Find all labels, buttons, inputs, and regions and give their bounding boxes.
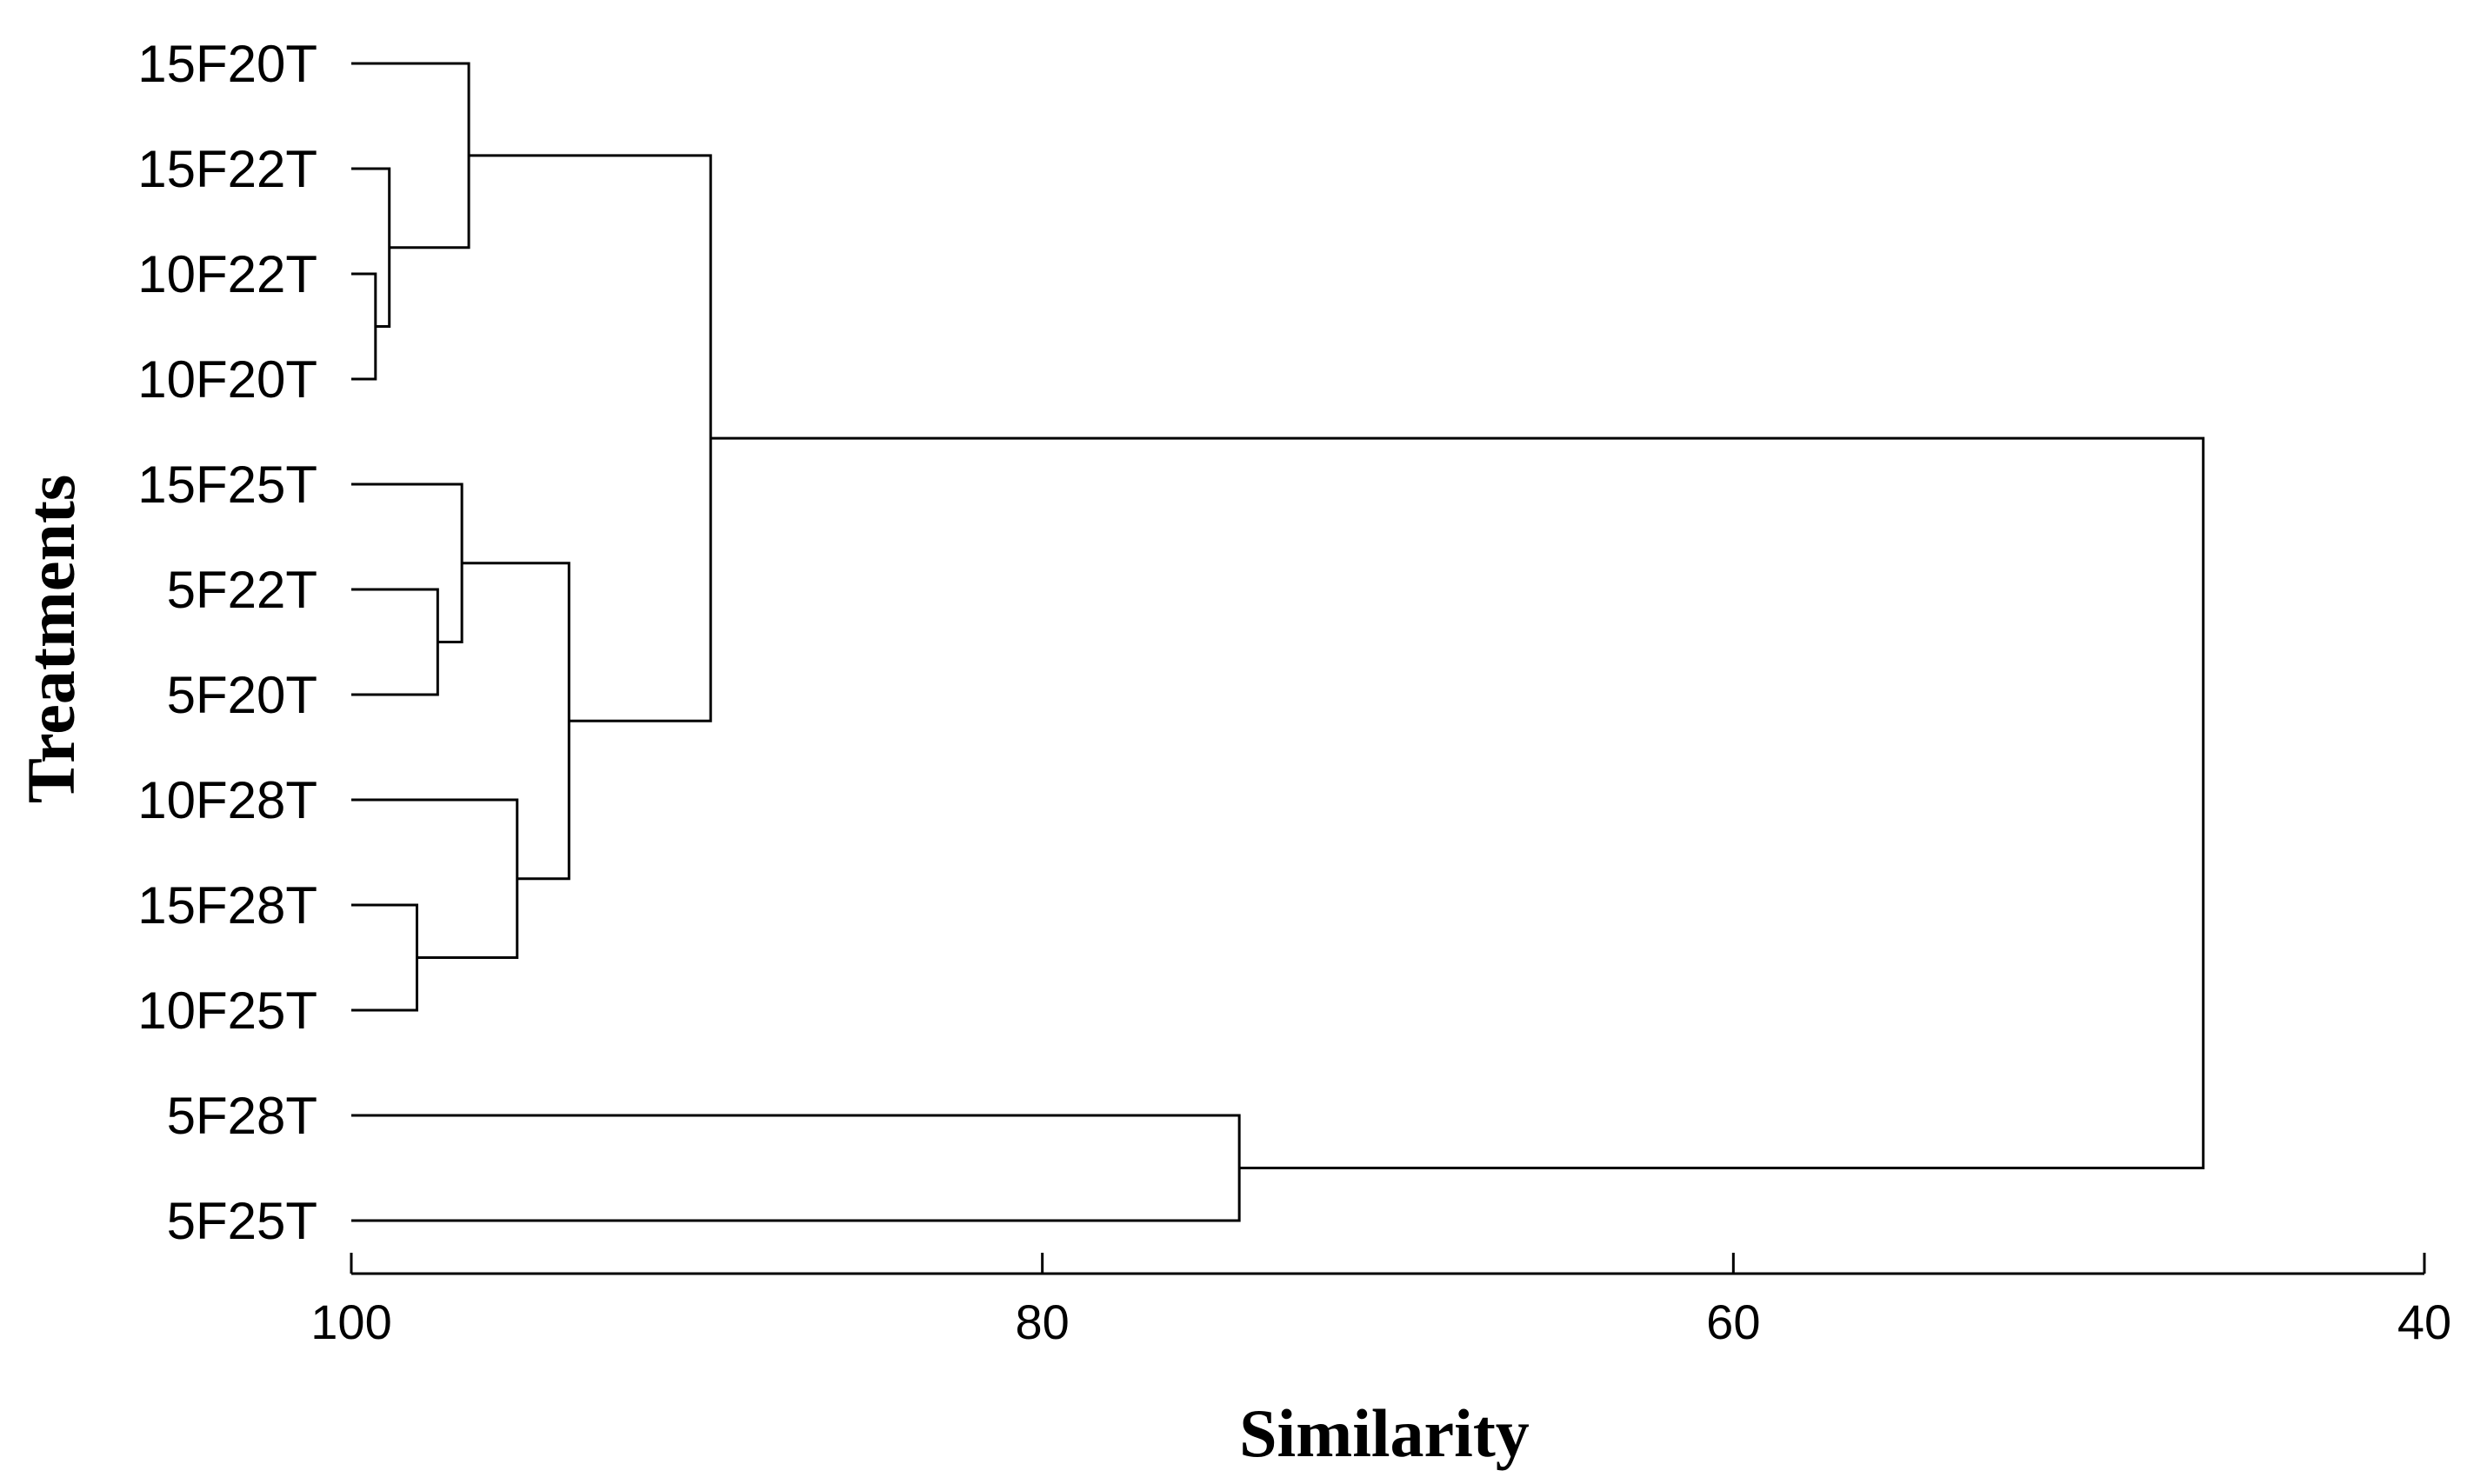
leaf-label: 15F28T (137, 876, 317, 935)
leaf-labels: 15F20T 15F22T 10F22T 10F20T 15F25T 5F22T 5F20T… (137, 35, 317, 1250)
leaf-label: 5F20T (167, 666, 317, 724)
leaf-label: 15F25T (137, 456, 317, 514)
x-tick-label: 80 (1016, 1294, 1070, 1349)
leaf-label: 5F25T (167, 1192, 317, 1250)
x-ticks: 100 80 60 40 (310, 1253, 2451, 1349)
dendrogram-link (469, 154, 712, 722)
x-tick-label: 40 (2397, 1294, 2451, 1349)
leaf-label: 5F28T (167, 1087, 317, 1145)
dendrogram-link (351, 798, 519, 959)
dendrogram-link (710, 436, 2205, 1169)
leaf-label: 5F22T (167, 561, 317, 619)
dendrogram-link (462, 562, 570, 881)
leaf-label: 15F20T (137, 35, 317, 93)
dendrogram-link (351, 903, 418, 1012)
dendrogram-links (351, 62, 2205, 1222)
x-axis-title: Similarity (1239, 1395, 1530, 1471)
leaf-label: 15F22T (137, 140, 317, 198)
x-axis: 100 80 60 40 (310, 1253, 2451, 1349)
dendrogram-link (351, 482, 463, 643)
x-tick-label: 100 (310, 1294, 391, 1349)
dendrogram-link (351, 167, 391, 328)
dendrogram-link (351, 588, 439, 696)
leaf-label: 10F28T (137, 771, 317, 829)
y-axis-title: Treatments (13, 475, 89, 803)
x-tick-label: 60 (1706, 1294, 1760, 1349)
leaf-label: 10F22T (137, 245, 317, 303)
leaf-label: 10F20T (137, 350, 317, 409)
leaf-label: 10F25T (137, 982, 317, 1040)
dendrogram-link (351, 1114, 1241, 1222)
dendrogram-link (351, 62, 470, 250)
dendrogram-link (351, 272, 377, 381)
